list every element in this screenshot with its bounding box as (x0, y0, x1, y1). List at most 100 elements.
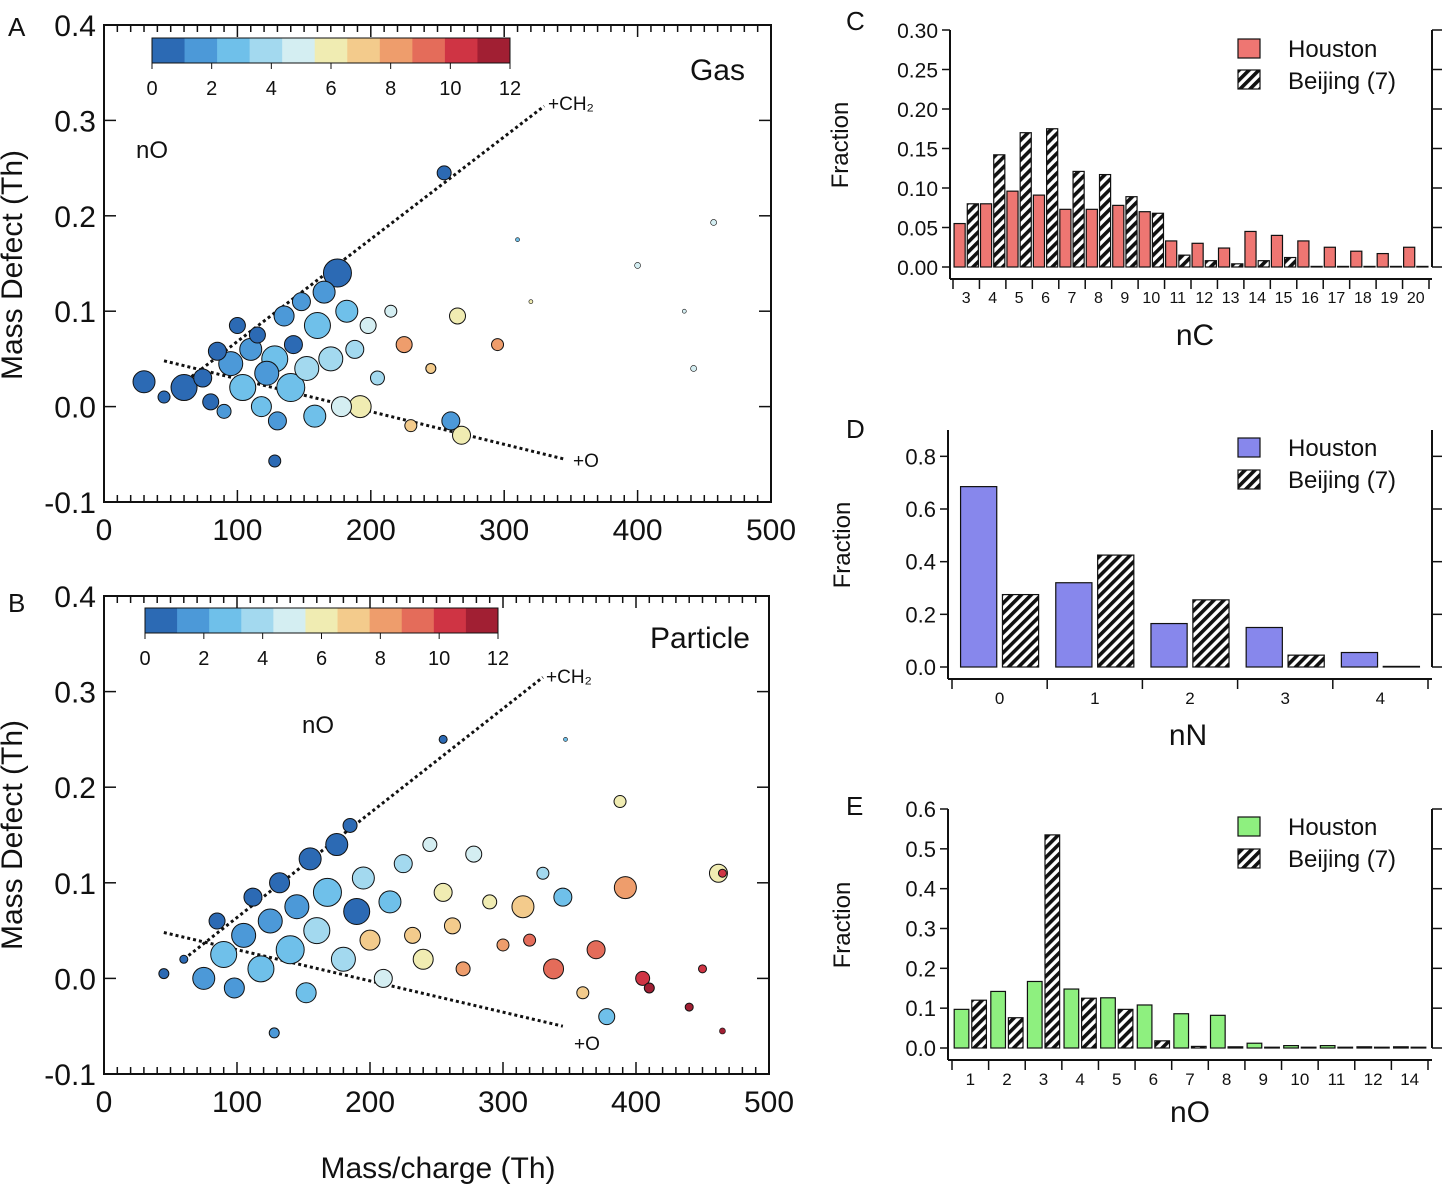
panelE-bar-houston (1209, 1014, 1226, 1049)
panelA-data-point (157, 390, 171, 404)
panelD-bar-beijing (1001, 593, 1040, 668)
panelB-colorbar-segment (177, 608, 210, 633)
panelB-colorbar-tick-label: 12 (487, 648, 509, 670)
panelE-bar-beijing (1410, 1046, 1427, 1049)
panelC-x-tick-label: 11 (1169, 290, 1186, 307)
panelE-bar-beijing (1154, 1040, 1171, 1049)
panelB-data-point (496, 938, 510, 952)
panel-b-y-axis-label: Mass Defect (Th) (0, 720, 29, 950)
panelE-bar-houston (1283, 1045, 1299, 1049)
panelE-bar-houston (1246, 1042, 1263, 1049)
panelD-x-tick-label: 3 (1280, 689, 1289, 708)
panelC-bar-beijing (1204, 260, 1217, 268)
panelE-y-tick-label: 0.2 (905, 956, 936, 981)
panelB-data-point (373, 968, 393, 988)
panelE-y-tick-label: 0.1 (905, 996, 936, 1021)
panelB-trend-line (182, 676, 544, 961)
panelE-bar-beijing (1264, 1046, 1280, 1049)
panel-a-gas-scatter: Gas Mass Defect (Th) nO 0 100 200 300 400 500… (0, 10, 796, 547)
panelB-colorbar-tick-label: 10 (428, 648, 450, 670)
panelC-x-tick-label: 9 (1120, 290, 1129, 307)
panel-c-legend-beijing: Beijing (7) (1288, 68, 1396, 95)
panelB-y-tick-label: 0.2 (54, 772, 96, 805)
panelA-data-point (250, 396, 272, 418)
panelC-bar-beijing (1389, 265, 1403, 268)
panelB-data-point (698, 964, 707, 974)
panelB-data-point (465, 845, 483, 863)
panelB-colorbar-segment (241, 608, 274, 633)
panelA-colorbar-segment (249, 38, 283, 63)
panelA-data-point (273, 305, 295, 327)
panelE-bar-beijing (1227, 1046, 1244, 1049)
panelA-colorbar-segment (314, 38, 348, 63)
panelA-data-point (207, 341, 227, 361)
panelD-y-tick-label: 0.4 (905, 550, 936, 575)
panelB-data-point (257, 908, 283, 934)
panelE-x-tick-label: 11 (1328, 1070, 1346, 1089)
panelA-data-point (322, 258, 352, 288)
panelC-x-tick-label: 7 (1068, 290, 1077, 307)
panelA-trend-line-label: +O (573, 451, 599, 472)
panel-d-legend-swatch-houston (1237, 437, 1261, 458)
panelE-x-tick-label: 2 (1002, 1070, 1011, 1089)
panel-a-colorbar-label: nO (136, 137, 168, 164)
panelA-data-point (170, 374, 198, 402)
panelA-y-tick-label: 0.3 (54, 105, 96, 138)
panelC-bar-beijing (1231, 263, 1244, 268)
panelA-x-tick-label: 300 (479, 514, 529, 547)
panelA-colorbar-tick-label: 6 (325, 78, 336, 100)
panelB-data-point (443, 917, 461, 935)
panelB-data-point (635, 970, 651, 986)
panelC-bar-beijing (1019, 132, 1032, 268)
panelC-bar-beijing (966, 203, 979, 268)
panelB-trend-line-label: +O (574, 1034, 600, 1055)
panelA-y-tick-label: 0.2 (54, 201, 96, 234)
panelA-colorbar-segment (347, 38, 381, 63)
panelE-bar-houston (1026, 980, 1043, 1049)
panelB-data-point (269, 872, 291, 894)
panelA-trend-line (176, 104, 546, 389)
panelB-colorbar-segment (145, 608, 178, 633)
panelE-bar-beijing (1337, 1046, 1354, 1049)
panelA-data-point (436, 165, 452, 181)
panelB-data-point (455, 961, 471, 977)
panelB-data-point (343, 897, 371, 925)
panelC-bar-beijing (1125, 196, 1138, 268)
panelE-y-tick-label: 0.0 (905, 1036, 936, 1061)
panelA-data-point (132, 370, 156, 394)
panelE-x-tick-label: 6 (1149, 1070, 1158, 1089)
panelA-data-point (229, 374, 257, 402)
panelC-x-tick-label: 17 (1328, 290, 1346, 307)
panelA-data-point (681, 308, 687, 314)
panelC-bar-houston (1217, 247, 1231, 268)
panelA-x-tick-label: 100 (212, 514, 262, 547)
panelB-data-point (231, 922, 257, 948)
panelB-x-tick-label: 100 (212, 1086, 262, 1119)
panelA-data-point (202, 393, 220, 411)
panelB-data-point (523, 933, 537, 947)
panelA-x-tick-label: 500 (746, 514, 796, 547)
panelC-x-tick-label: 8 (1094, 290, 1103, 307)
panelB-data-point (422, 837, 438, 853)
panelB-data-point (586, 940, 606, 960)
panelB-data-point (179, 954, 189, 964)
panelB-data-point (208, 912, 226, 930)
panelC-x-tick-label: 3 (962, 290, 971, 307)
panelA-colorbar-tick-label: 2 (206, 78, 217, 100)
panel-b-particle-scatter: Particle Mass Defect (Th) nO Mass/charge… (0, 581, 794, 1185)
panel-d-legend-beijing: Beijing (7) (1288, 467, 1396, 494)
panelC-bar-houston (1032, 194, 1046, 268)
panelB-data-point (325, 833, 349, 857)
panel-d-legend-swatch-beijing (1237, 469, 1261, 490)
panelC-bar-houston (979, 203, 993, 268)
panelD-bar-houston (959, 486, 998, 668)
panelD-y-tick-label: 0.6 (905, 497, 936, 522)
panelE-bar-beijing (1190, 1045, 1207, 1049)
panelE-y-tick-label: 0.4 (905, 877, 936, 902)
panelC-bar-beijing (1336, 265, 1350, 268)
panelB-data-point (393, 854, 413, 874)
panelB-data-point (275, 935, 305, 965)
panelE-bar-houston (1136, 1004, 1153, 1049)
panelC-bar-beijing (1363, 265, 1376, 268)
panelB-data-point (613, 795, 627, 809)
